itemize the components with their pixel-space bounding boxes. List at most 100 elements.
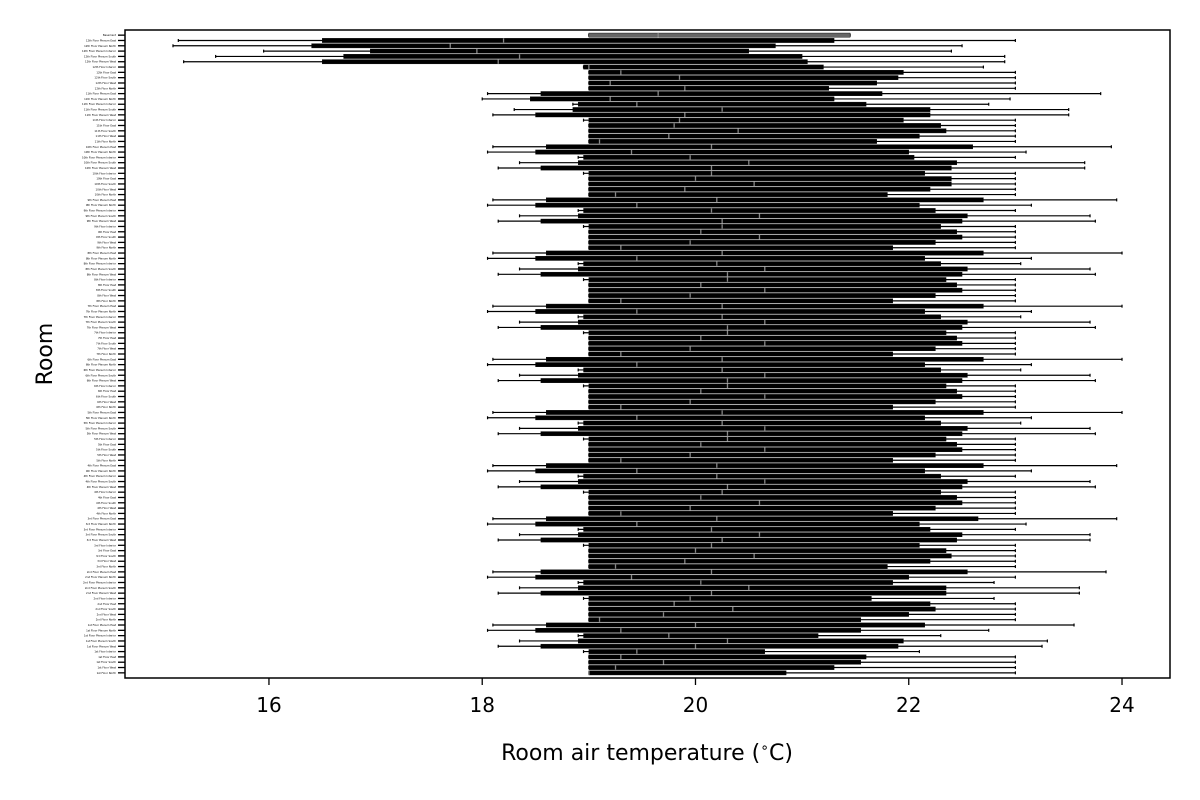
box (588, 383, 947, 389)
box (588, 505, 936, 511)
y-tick-label: 10th Floor South (94, 182, 116, 186)
y-axis-label: Room (33, 323, 58, 386)
y-tick-label: 2nd Floor East (97, 602, 116, 606)
y-tick-label: 9th Floor South (96, 235, 116, 239)
y-tick-label: 2nd Floor Plenum South (85, 586, 116, 590)
box (311, 43, 776, 49)
box (588, 617, 861, 623)
y-tick-label: 10th Floor North (95, 193, 117, 197)
y-tick-label: 3rd Floor Interior (94, 543, 117, 547)
y-tick-label: 6th Floor East (98, 389, 116, 393)
box (545, 356, 984, 362)
box (577, 101, 867, 107)
y-tick-label: 9th Floor Plenum East (87, 198, 116, 202)
box (540, 91, 883, 96)
box (545, 197, 984, 203)
box (588, 341, 963, 346)
y-tick-label: 8th Floor East (98, 283, 116, 287)
box (588, 192, 888, 197)
box (588, 128, 947, 134)
y-tick-label: 4th Floor North (96, 511, 116, 515)
y-tick-label: 11th Floor South (94, 129, 116, 133)
box (535, 202, 920, 208)
x-tick-label: 22 (896, 693, 921, 717)
y-tick-label: 8th Floor Plenum East (87, 251, 116, 255)
box (577, 426, 968, 431)
y-tick-label: 11th Floor Interior (92, 118, 116, 122)
box (545, 463, 984, 468)
y-tick-label: 11th Floor West (96, 134, 116, 138)
y-tick-label: 4th Floor Plenum South (86, 480, 117, 484)
box (545, 410, 984, 415)
y-tick-label: 7th Floor South (96, 341, 116, 345)
y-tick-label: 7th Floor West (97, 347, 116, 351)
box (322, 38, 835, 43)
box (535, 468, 925, 474)
box (588, 298, 893, 304)
box (588, 181, 952, 187)
y-tick-label: 10th Floor Plenum South (84, 161, 116, 165)
box (535, 256, 925, 261)
box (322, 59, 808, 65)
box (588, 564, 888, 569)
box (588, 457, 893, 463)
box (588, 606, 936, 612)
y-tick-label: 5th Floor Plenum West (87, 432, 116, 436)
box (588, 351, 893, 357)
y-tick-label: 6th Floor Plenum West (87, 379, 116, 383)
box (535, 112, 931, 118)
y-tick-label: 12th Floor West (96, 81, 116, 85)
box (588, 346, 936, 352)
y-tick-label: 7th Floor Plenum South (86, 320, 117, 324)
box (588, 665, 835, 670)
y-tick-label: 12th Floor Plenum Interior (82, 49, 117, 53)
box (535, 521, 920, 527)
box (540, 165, 952, 171)
box (540, 431, 963, 437)
box (583, 155, 915, 160)
y-tick-label: 3rd Floor Plenum West (87, 538, 116, 542)
box (577, 585, 947, 591)
y-tick-label: 9th Floor Interior (94, 224, 117, 228)
box (588, 123, 941, 128)
x-tick-label: 20 (683, 693, 708, 717)
box (588, 601, 931, 607)
box (588, 654, 867, 660)
box (588, 85, 829, 91)
y-tick-label: 7th Floor Plenum Interior (84, 315, 117, 319)
y-tick-label: 6th Floor North (96, 405, 116, 409)
y-tick-label: 1st Floor Plenum East (88, 623, 116, 627)
y-tick-label: 10th Floor West (96, 187, 116, 191)
box (572, 107, 931, 112)
y-tick-label: 2nd Floor Plenum West (86, 591, 116, 595)
y-tick-label: 5th Floor Interior (94, 437, 117, 441)
box (540, 218, 963, 224)
box (588, 404, 893, 410)
y-tick-label: 10th Floor Plenum West (85, 166, 116, 170)
box (588, 293, 936, 298)
box (540, 643, 899, 649)
box (588, 224, 941, 229)
box (545, 516, 979, 522)
y-tick-label: 7th Floor Plenum North (86, 309, 117, 313)
y-tick-label: 10th Floor Plenum East (86, 145, 116, 149)
box (588, 133, 920, 139)
box (588, 240, 936, 245)
box (540, 590, 947, 596)
box (588, 282, 957, 288)
box (540, 484, 963, 490)
y-tick-label: 8th Floor West (97, 294, 116, 298)
box (588, 399, 936, 405)
box (583, 261, 941, 266)
y-tick-label: 8th Floor Plenum North (86, 256, 117, 260)
y-tick-label: 1st Floor South (96, 660, 116, 664)
box (577, 638, 904, 644)
y-tick-label: 5th Floor Plenum East (87, 410, 116, 414)
box (588, 176, 952, 181)
box (588, 139, 877, 144)
y-tick-label: 11th Floor Plenum North (84, 97, 116, 101)
box (588, 80, 877, 86)
y-tick-label: 6th Floor West (97, 400, 116, 404)
box (583, 527, 931, 532)
